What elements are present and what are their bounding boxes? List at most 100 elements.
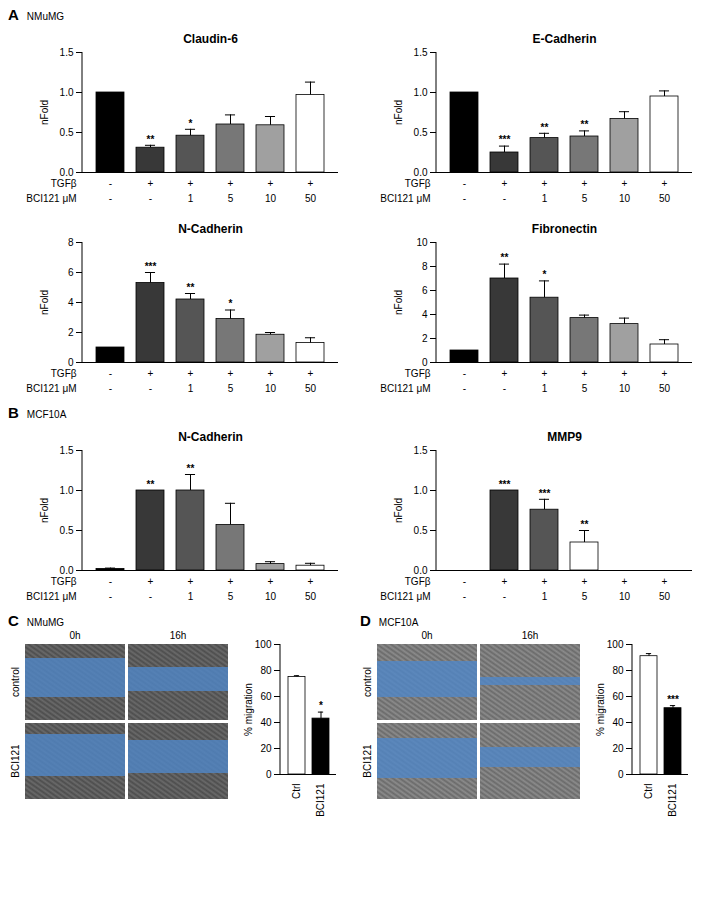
svg-text:+: + [268, 368, 274, 379]
svg-text:10: 10 [619, 193, 631, 204]
svg-text:0.0: 0.0 [60, 167, 74, 178]
svg-text:BCI121 μM: BCI121 μM [26, 383, 76, 394]
svg-text:10: 10 [619, 383, 631, 394]
svg-text:-: - [109, 193, 112, 204]
svg-text:Claudin-6: Claudin-6 [183, 32, 238, 46]
svg-text:60: 60 [612, 691, 624, 702]
svg-text:10: 10 [416, 237, 428, 248]
svg-text:Ctrl: Ctrl [643, 784, 654, 800]
svg-text:nFold: nFold [39, 498, 50, 523]
svg-text:-: - [109, 383, 112, 394]
svg-text:0.0: 0.0 [414, 565, 428, 576]
svg-text:+: + [582, 368, 588, 379]
svg-text:1.5: 1.5 [414, 445, 428, 456]
svg-text:BCI121: BCI121 [315, 783, 326, 817]
svg-text:+: + [542, 178, 548, 189]
svg-text:1: 1 [542, 383, 548, 394]
svg-text:10: 10 [265, 383, 277, 394]
svg-text:E-Cadherin: E-Cadherin [532, 32, 596, 46]
svg-text:**: ** [147, 479, 155, 490]
svg-text:+: + [228, 576, 234, 587]
svg-text:+: + [188, 178, 194, 189]
svg-text:1: 1 [188, 591, 194, 602]
svg-text:10: 10 [265, 193, 277, 204]
svg-text:-: - [463, 591, 466, 602]
svg-text:0.5: 0.5 [414, 127, 428, 138]
svg-text:1.5: 1.5 [60, 47, 74, 58]
svg-text:8: 8 [422, 261, 428, 272]
svg-text:-: - [463, 368, 466, 379]
svg-text:-: - [463, 383, 466, 394]
svg-text:0: 0 [266, 769, 272, 780]
svg-text:50: 50 [659, 591, 671, 602]
svg-text:0.5: 0.5 [414, 525, 428, 536]
svg-text:100: 100 [607, 639, 624, 650]
svg-text:nFold: nFold [393, 290, 404, 315]
svg-text:+: + [662, 576, 668, 587]
svg-text:1: 1 [188, 193, 194, 204]
svg-text:nFold: nFold [393, 498, 404, 523]
svg-text:6: 6 [68, 267, 74, 278]
svg-text:**: ** [147, 134, 155, 145]
svg-text:TGFβ: TGFβ [51, 368, 77, 379]
svg-text:*: * [319, 700, 323, 711]
svg-text:50: 50 [305, 193, 317, 204]
svg-text:-: - [463, 576, 466, 587]
svg-text:Ctrl: Ctrl [291, 784, 302, 800]
svg-text:N-Cadherin: N-Cadherin [178, 222, 243, 236]
svg-text:+: + [622, 178, 628, 189]
svg-text:***: *** [145, 261, 157, 272]
svg-text:40: 40 [260, 717, 272, 728]
svg-text:0.5: 0.5 [60, 127, 74, 138]
svg-text:***: *** [499, 134, 511, 145]
svg-text:0.5: 0.5 [60, 525, 74, 536]
svg-text:+: + [268, 178, 274, 189]
svg-text:80: 80 [612, 665, 624, 676]
svg-text:nFold: nFold [39, 100, 50, 125]
svg-text:**: ** [187, 463, 195, 474]
svg-text:*: * [189, 118, 193, 129]
svg-text:1.5: 1.5 [60, 445, 74, 456]
svg-text:+: + [662, 368, 668, 379]
svg-text:-: - [109, 591, 112, 602]
svg-text:0: 0 [618, 769, 624, 780]
svg-text:80: 80 [260, 665, 272, 676]
svg-text:5: 5 [228, 383, 234, 394]
svg-text:**: ** [501, 252, 509, 263]
svg-text:TGFβ: TGFβ [51, 178, 77, 189]
svg-text:+: + [582, 178, 588, 189]
svg-text:50: 50 [305, 591, 317, 602]
svg-text:+: + [148, 178, 154, 189]
svg-text:0.0: 0.0 [60, 565, 74, 576]
svg-text:1.0: 1.0 [414, 485, 428, 496]
svg-text:**: ** [581, 119, 589, 130]
svg-text:6: 6 [422, 285, 428, 296]
svg-text:BCI121 μM: BCI121 μM [380, 193, 430, 204]
svg-text:-: - [149, 193, 152, 204]
svg-text:TGFβ: TGFβ [405, 178, 431, 189]
svg-text:0: 0 [68, 357, 74, 368]
svg-text:5: 5 [582, 193, 588, 204]
svg-text:+: + [148, 576, 154, 587]
svg-text:2: 2 [68, 327, 74, 338]
svg-text:4: 4 [68, 297, 74, 308]
svg-text:*: * [543, 269, 547, 280]
svg-text:+: + [622, 576, 628, 587]
svg-text:4: 4 [422, 309, 428, 320]
svg-text:1.0: 1.0 [414, 87, 428, 98]
svg-text:1.5: 1.5 [414, 47, 428, 58]
svg-text:1.0: 1.0 [60, 87, 74, 98]
svg-text:-: - [503, 591, 506, 602]
svg-text:+: + [308, 178, 314, 189]
svg-text:-: - [463, 178, 466, 189]
svg-text:0.0: 0.0 [414, 167, 428, 178]
svg-text:+: + [502, 576, 508, 587]
svg-text:-: - [109, 368, 112, 379]
svg-text:50: 50 [659, 383, 671, 394]
svg-text:5: 5 [228, 591, 234, 602]
svg-text:+: + [582, 576, 588, 587]
svg-text:-: - [503, 383, 506, 394]
svg-text:40: 40 [612, 717, 624, 728]
svg-text:8: 8 [68, 237, 74, 248]
svg-text:20: 20 [612, 743, 624, 754]
